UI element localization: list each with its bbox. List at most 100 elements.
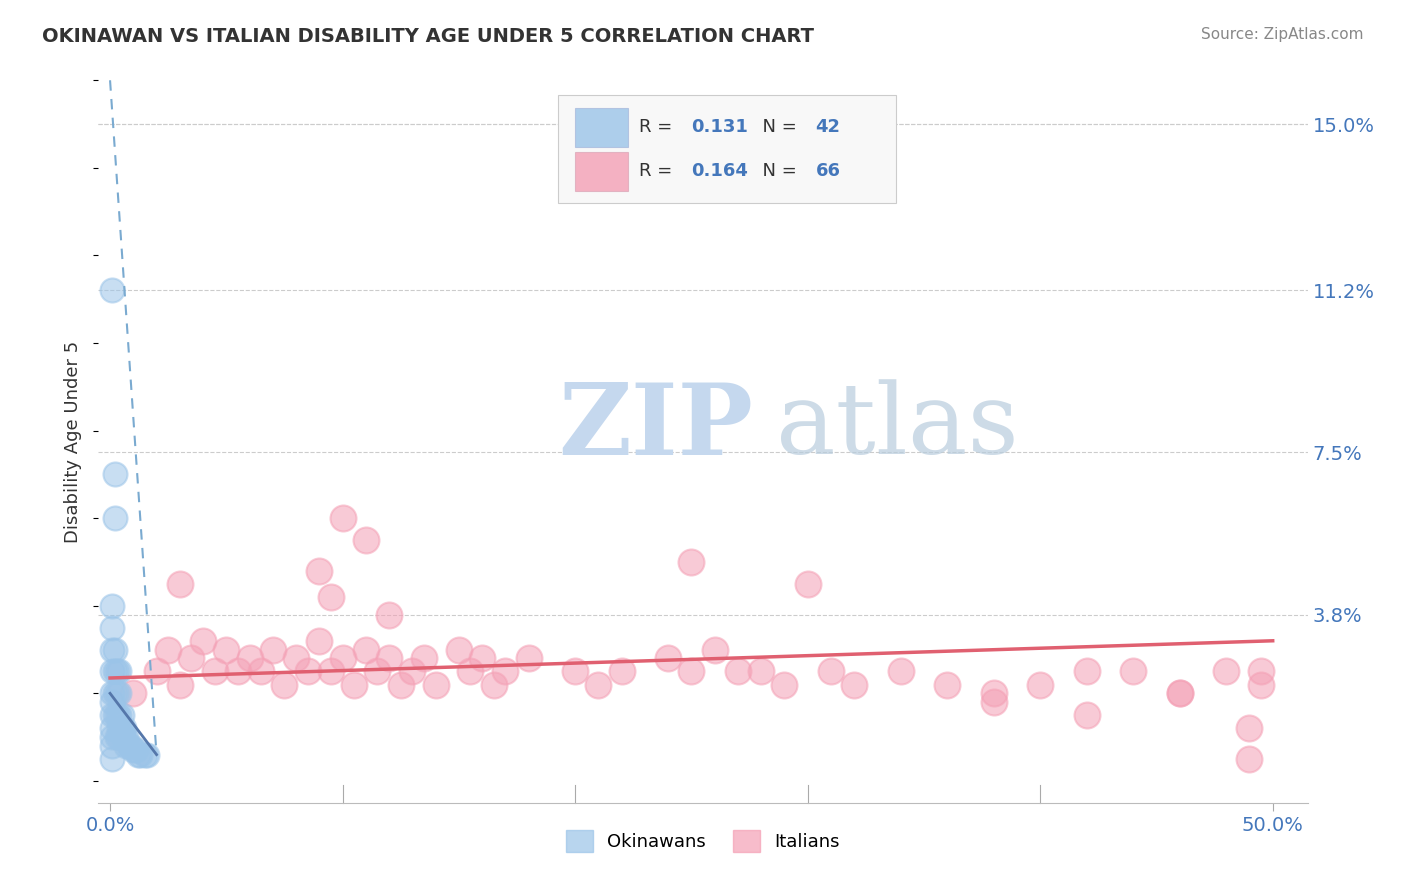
Point	[1076, 708, 1098, 723]
Point	[378, 651, 401, 665]
Point	[936, 677, 959, 691]
Point	[104, 511, 127, 525]
Text: 66: 66	[815, 161, 841, 179]
Point	[319, 665, 342, 679]
Point	[681, 555, 703, 569]
Point	[703, 642, 725, 657]
Point	[749, 665, 772, 679]
Point	[122, 686, 145, 700]
Point	[101, 708, 124, 723]
Point	[101, 752, 124, 766]
Point	[191, 633, 214, 648]
Point	[101, 284, 124, 298]
Point	[773, 677, 796, 691]
Point	[104, 642, 127, 657]
Text: OKINAWAN VS ITALIAN DISABILITY AGE UNDER 5 CORRELATION CHART: OKINAWAN VS ITALIAN DISABILITY AGE UNDER…	[42, 27, 814, 45]
Point	[104, 665, 127, 679]
Point	[108, 665, 131, 679]
Text: R =: R =	[638, 119, 678, 136]
Point	[1239, 752, 1261, 766]
Point	[115, 730, 138, 744]
Point	[1029, 677, 1052, 691]
Text: Source: ZipAtlas.com: Source: ZipAtlas.com	[1201, 27, 1364, 42]
Legend: Okinawans, Italians: Okinawans, Italians	[558, 822, 848, 859]
Point	[1250, 677, 1272, 691]
Text: R =: R =	[638, 161, 678, 179]
Point	[101, 695, 124, 709]
Point	[389, 677, 412, 691]
Point	[204, 665, 226, 679]
Point	[101, 730, 124, 744]
Point	[1250, 665, 1272, 679]
Point	[1239, 722, 1261, 736]
Point	[101, 686, 124, 700]
Point	[366, 665, 388, 679]
Point	[273, 677, 295, 691]
Point	[796, 577, 818, 591]
Point	[482, 677, 505, 691]
FancyBboxPatch shape	[575, 152, 628, 191]
Point	[226, 665, 249, 679]
Point	[101, 665, 124, 679]
Point	[354, 642, 377, 657]
Point	[1168, 686, 1191, 700]
Point	[820, 665, 842, 679]
Point	[588, 677, 610, 691]
Point	[401, 665, 423, 679]
Point	[308, 633, 330, 648]
Point	[239, 651, 262, 665]
Point	[319, 590, 342, 604]
Point	[101, 621, 124, 635]
Y-axis label: Disability Age Under 5: Disability Age Under 5	[65, 341, 83, 542]
Point	[983, 686, 1005, 700]
Text: 0.164: 0.164	[690, 161, 748, 179]
Point	[129, 747, 152, 762]
Point	[122, 743, 145, 757]
Point	[157, 642, 180, 657]
Point	[104, 467, 127, 482]
Point	[681, 665, 703, 679]
Point	[262, 642, 284, 657]
Point	[460, 665, 482, 679]
Point	[447, 642, 470, 657]
Point	[134, 747, 156, 762]
Point	[297, 665, 319, 679]
Point	[111, 730, 134, 744]
Point	[169, 577, 191, 591]
Point	[111, 722, 134, 736]
Point	[136, 747, 159, 762]
Point	[1122, 665, 1144, 679]
Point	[108, 708, 131, 723]
Point	[343, 677, 366, 691]
Point	[308, 564, 330, 578]
Point	[1076, 665, 1098, 679]
Point	[180, 651, 202, 665]
Point	[250, 665, 273, 679]
Text: ZIP: ZIP	[558, 378, 752, 475]
Point	[657, 651, 679, 665]
Point	[145, 665, 167, 679]
Point	[115, 739, 138, 753]
Point	[105, 730, 128, 744]
Point	[127, 747, 149, 762]
FancyBboxPatch shape	[575, 109, 628, 147]
Point	[112, 730, 135, 744]
Text: N =: N =	[751, 119, 803, 136]
Point	[104, 708, 127, 723]
Point	[108, 722, 131, 736]
FancyBboxPatch shape	[558, 95, 897, 203]
Text: 0.131: 0.131	[690, 119, 748, 136]
Point	[494, 665, 516, 679]
Point	[332, 511, 354, 525]
Point	[169, 677, 191, 691]
Point	[413, 651, 436, 665]
Point	[101, 739, 124, 753]
Point	[118, 739, 141, 753]
Point	[124, 743, 146, 757]
Point	[332, 651, 354, 665]
Text: N =: N =	[751, 161, 803, 179]
Point	[285, 651, 308, 665]
Point	[215, 642, 238, 657]
Point	[108, 730, 131, 744]
Point	[105, 665, 128, 679]
